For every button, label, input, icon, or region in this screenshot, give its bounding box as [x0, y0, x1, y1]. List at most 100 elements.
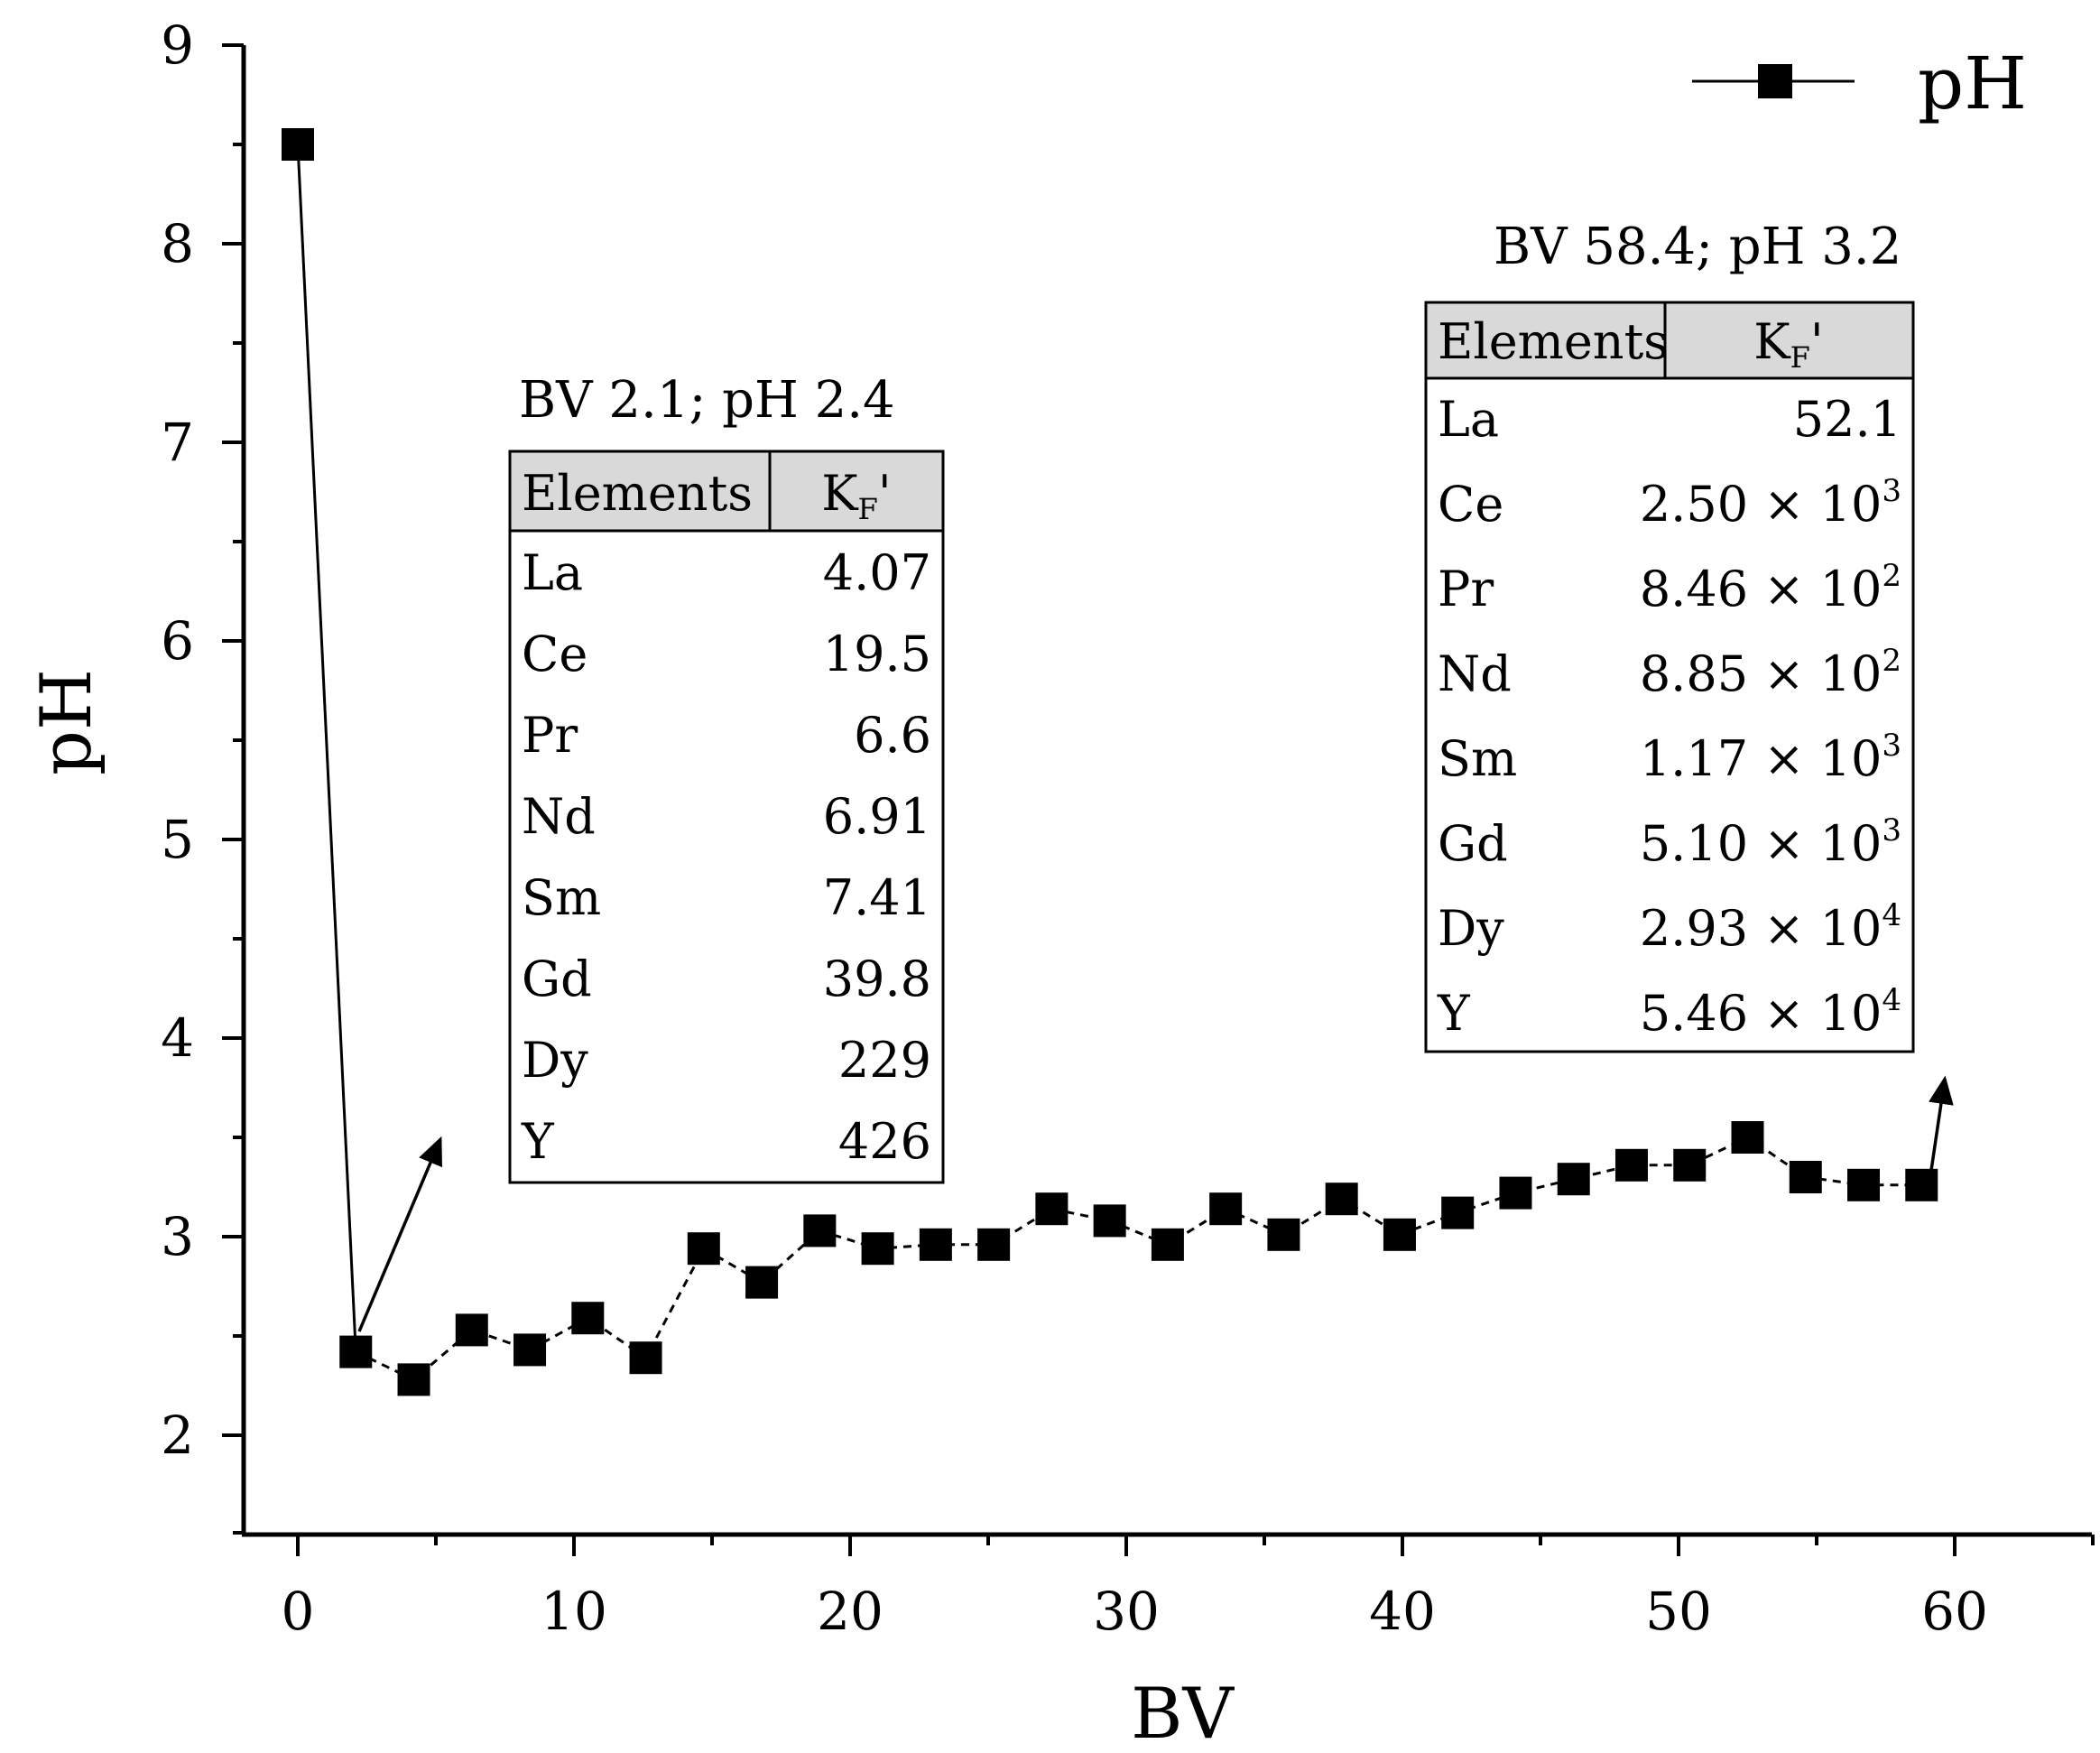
annotation-title-1: BV 2.1; pH 2.4	[519, 371, 895, 430]
table1-row-value: 19.5	[823, 626, 931, 682]
data-point	[1731, 1121, 1764, 1154]
table2-row-element: Gd	[1438, 815, 1508, 872]
table1-row-value-main: 426	[838, 1113, 931, 1170]
data-point	[1093, 1204, 1126, 1238]
table1-row-value-main: 4.07	[823, 544, 931, 601]
x-tick-label: 30	[1093, 1581, 1160, 1642]
table1-col-elements: Elements	[522, 465, 753, 522]
table1-row-value-main: 39.8	[823, 951, 931, 1007]
table1-row-value-main: 229	[838, 1032, 931, 1089]
x-tick-label: 10	[541, 1581, 607, 1642]
table1-border	[508, 450, 945, 1184]
data-point	[397, 1363, 430, 1396]
annotation-table-1: BV 2.1; pH 2.4 Elements KF' La 4.07 Ce 19.5…	[508, 371, 945, 1184]
table2-row-value: 52.1	[1793, 391, 1901, 448]
table2-row-value-main: 2.50 × 10	[1640, 476, 1883, 533]
table1-row-element: Ce	[522, 626, 587, 682]
table2-row-value-main: 52.1	[1793, 391, 1901, 448]
data-point	[1325, 1183, 1358, 1216]
table2-row-value: 5.46 × 104	[1640, 982, 1901, 1042]
data-point	[1905, 1168, 1938, 1201]
table2-row-value-exponent: 2	[1882, 558, 1901, 594]
table2-row-value-exponent: 3	[1882, 728, 1901, 764]
table2-row-value-main: 5.46 × 10	[1640, 985, 1883, 1042]
x-tick-label: 60	[1921, 1581, 1988, 1642]
table1-row-value: 6.91	[823, 788, 931, 845]
legend: pH	[1692, 42, 2027, 125]
y-ticks: 2 3 4 5 6 7 8 9	[161, 14, 244, 1535]
table1-row-element: Sm	[522, 869, 601, 926]
table2-row-value: 2.93 × 104	[1640, 897, 1901, 957]
table1-row-value: 426	[838, 1113, 931, 1170]
series-line-segment	[296, 144, 357, 1352]
table2-row-element: Ce	[1438, 476, 1503, 533]
data-point	[919, 1228, 952, 1261]
data-point	[861, 1232, 894, 1266]
y-tick-label: 9	[161, 14, 194, 76]
table2-row-element: Dy	[1438, 900, 1504, 957]
table2-col-elements: Elements	[1438, 313, 1669, 370]
table2-row-value: 1.17 × 103	[1640, 728, 1901, 787]
series-line	[355, 1136, 1922, 1382]
annotation-title-2: BV 58.4; pH 3.2	[1494, 218, 1901, 276]
table2-row-value: 8.46 × 102	[1640, 558, 1901, 617]
data-point	[455, 1313, 488, 1347]
table2-col-kf-sub: F	[1790, 340, 1810, 375]
table1-rows: La 4.07 Ce 19.5 Pr 6.6 Nd 6.91 Sm 7.41 Gd 39.8 Dy 229…	[521, 544, 931, 1170]
table1-col-kf: KF'	[821, 465, 891, 526]
data-point	[339, 1335, 373, 1368]
table2-row-value-main: 5.10 × 10	[1640, 815, 1883, 872]
data-point	[1847, 1168, 1881, 1201]
data-point	[687, 1232, 720, 1266]
y-tick-label: 4	[161, 1007, 194, 1069]
data-point	[1499, 1176, 1532, 1210]
table2-row-value-exponent: 2	[1882, 643, 1901, 679]
data-point	[1151, 1228, 1184, 1261]
table1-row-element: Gd	[522, 951, 592, 1007]
annotation-table-2: BV 58.4; pH 3.2 Elements KF' La 52.1 Ce 2.5…	[1424, 218, 1915, 1053]
table2-row-value-exponent: 4	[1882, 982, 1901, 1018]
x-tick-label: 0	[282, 1581, 315, 1642]
data-point	[745, 1266, 779, 1299]
table1-col-kf-prime: '	[878, 465, 892, 522]
data-point	[1673, 1148, 1707, 1182]
legend-marker	[1758, 64, 1792, 98]
table2-row-element: La	[1438, 391, 1499, 448]
x-tick-label: 40	[1369, 1581, 1436, 1642]
legend-label: pH	[1918, 42, 2027, 125]
data-point	[513, 1333, 547, 1367]
arrow-first-table	[357, 1136, 442, 1332]
table2-row-value: 8.85 × 102	[1640, 643, 1901, 702]
table2-row-value-main: 8.46 × 10	[1640, 561, 1883, 617]
data-point	[1441, 1196, 1475, 1229]
x-tick-label: 20	[817, 1581, 883, 1642]
data-point	[282, 128, 314, 161]
table1-row-value: 7.41	[823, 869, 931, 926]
table1-row-value-main: 19.5	[823, 626, 931, 682]
data-point	[1789, 1161, 1822, 1193]
data-point	[571, 1302, 605, 1335]
arrow-second-table	[1928, 1075, 1954, 1183]
data-point	[803, 1214, 837, 1248]
data-point	[1557, 1163, 1590, 1196]
series-ph	[282, 128, 1938, 1396]
table1-col-kf-sub: F	[858, 492, 878, 526]
table1-row-value: 4.07	[823, 544, 931, 601]
x-ticks: 0 10 20 30 40 50 60	[282, 1535, 2095, 1642]
x-axis-title: BV	[1131, 1674, 1235, 1753]
table1-row-value: 39.8	[823, 951, 931, 1007]
table2-row-element: Sm	[1438, 730, 1517, 787]
table1-row-element: La	[522, 544, 583, 601]
data-point	[1383, 1218, 1416, 1251]
table2-row-value-exponent: 3	[1882, 473, 1901, 509]
table1-row-element: Pr	[522, 707, 578, 764]
table2-col-kf-main: K	[1753, 313, 1791, 370]
table1-row-element: Nd	[522, 788, 596, 845]
table1-row-element: Y	[521, 1113, 555, 1170]
y-tick-label: 8	[161, 213, 194, 274]
table1-row-value-main: 7.41	[823, 869, 931, 926]
data-point	[1035, 1192, 1069, 1226]
data-point	[629, 1341, 662, 1375]
